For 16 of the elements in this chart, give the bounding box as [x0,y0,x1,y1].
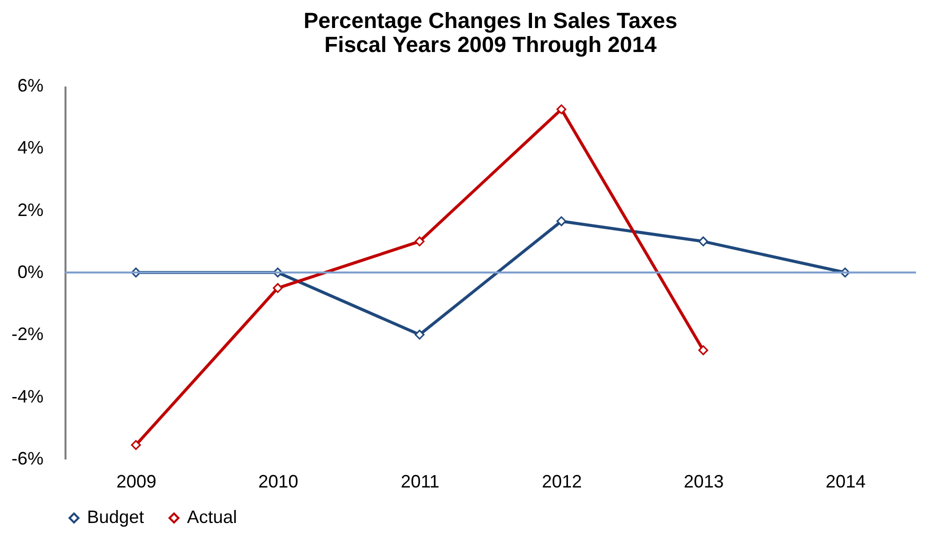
chart-title: Percentage Changes In Sales Taxes Fiscal Years 2009 Through 2014 [304,8,678,57]
legend-label: Budget [87,507,144,527]
x-tick-label: 2011 [400,472,440,492]
y-tick-label: 6% [17,76,44,96]
x-tick-label: 2010 [258,472,298,492]
y-tick-label: 4% [17,138,44,158]
y-tick-label: 0% [17,262,44,282]
x-tick-label: 2009 [116,472,156,492]
x-tick-label: 2012 [542,472,582,492]
y-tick-label: -4% [11,386,44,406]
y-tick-label: -2% [11,324,44,344]
x-tick-label: 2013 [684,472,724,492]
y-tick-label: -6% [11,448,44,468]
x-tick-label: 2014 [826,472,866,492]
y-tick-label: 2% [17,200,44,220]
legend-label: Actual [187,507,238,527]
